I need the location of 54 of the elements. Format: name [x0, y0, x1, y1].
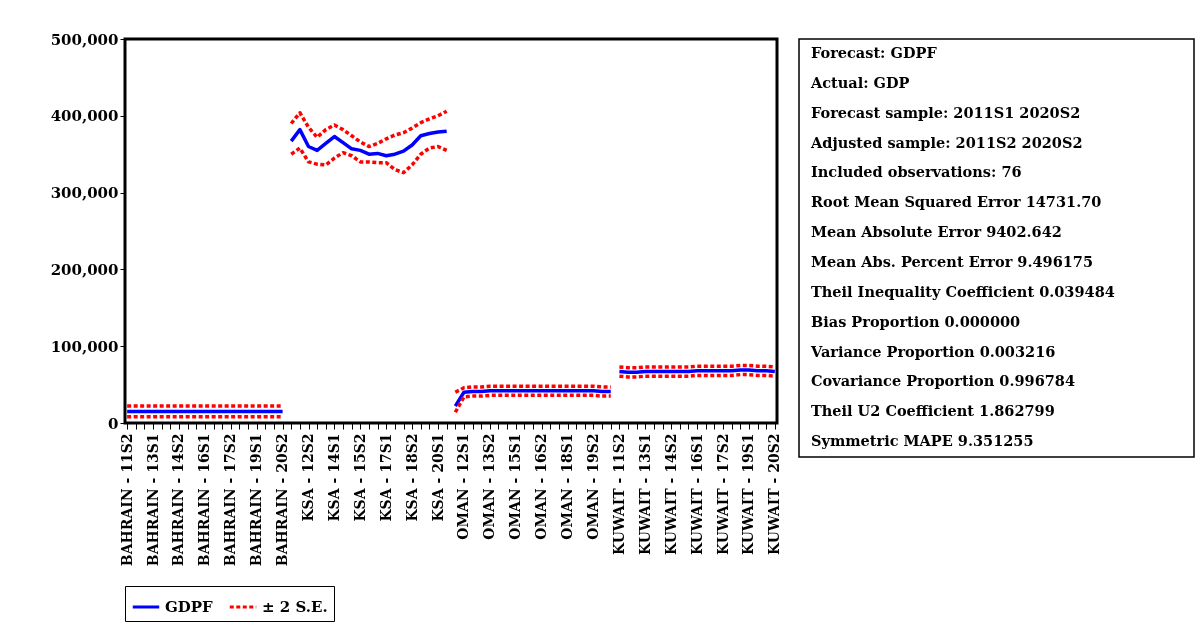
y-tick-label: 0 — [108, 414, 119, 433]
x-tick-label: KUWAIT - 17S2 — [714, 433, 731, 555]
text: Included observations: 76 — [811, 163, 1022, 181]
x-tick-label: KSA - 12S2 — [300, 433, 317, 522]
x-tick-label: BAHRAIN - 14S2 — [170, 433, 187, 567]
x-tick-label: KUWAIT - 11S2 — [610, 433, 627, 555]
line-series — [289, 144, 449, 175]
x-tick-label: KUWAIT - 13S1 — [636, 433, 653, 555]
legend-label: GDPF — [165, 598, 214, 616]
x-tick-label: KSA - 15S2 — [351, 433, 368, 522]
x-tick-label: OMAN - 19S2 — [584, 433, 601, 540]
text: Theil Inequality Coefficient 0.039484 — [811, 282, 1115, 300]
y-tick-label: 300,000 — [50, 184, 119, 203]
x-tick-label: BAHRAIN - 13S1 — [144, 433, 161, 567]
text: Theil U2 Coefficient 1.862799 — [811, 402, 1055, 420]
line-series — [289, 109, 449, 149]
x-tick-label: KUWAIT - 14S2 — [662, 433, 679, 555]
x-tick-label: KUWAIT - 16S1 — [688, 433, 705, 555]
text: Actual: GDP — [810, 73, 910, 91]
text: Bias Proportion 0.000000 — [811, 312, 1021, 330]
y-tick-label: 100,000 — [50, 337, 119, 356]
text: Variance Proportion 0.003216 — [810, 342, 1056, 360]
x-tick-label: KSA - 20S1 — [429, 433, 446, 522]
text: Forecast sample: 2011S1 2020S2 — [811, 103, 1081, 121]
x-tick-label: KUWAIT - 20S2 — [766, 433, 783, 555]
text: Mean Absolute Error 9402.642 — [811, 223, 1062, 241]
x-tick-label: BAHRAIN - 17S2 — [222, 433, 239, 567]
x-tick-label: KUWAIT - 19S1 — [740, 433, 757, 555]
text: Root Mean Squared Error 14731.70 — [811, 193, 1102, 211]
line-series — [453, 388, 613, 408]
y-tick-label: 200,000 — [50, 260, 119, 279]
line-series — [453, 384, 613, 395]
x-tick-label: OMAN - 12S1 — [455, 433, 472, 540]
text: Adjusted sample: 2011S2 2020S2 — [810, 133, 1083, 151]
x-tick-label: OMAN - 18S1 — [559, 433, 576, 540]
x-tick-label: OMAN - 15S1 — [507, 433, 524, 540]
x-tick-label: OMAN - 16S2 — [533, 433, 550, 540]
x-tick-label: KSA - 18S2 — [403, 433, 420, 522]
x-tick-label: BAHRAIN - 11S2 — [118, 433, 135, 567]
line-series — [289, 127, 449, 158]
text: Forecast: GDPF — [811, 43, 938, 61]
x-tick-label: KSA - 14S1 — [325, 433, 342, 522]
x-tick-label: OMAN - 13S2 — [481, 433, 498, 540]
text: Mean Abs. Percent Error 9.496175 — [811, 252, 1093, 270]
x-tick-label: BAHRAIN - 19S1 — [248, 433, 265, 567]
y-tick-label: 400,000 — [50, 107, 119, 126]
legend-label: ± 2 S.E. — [262, 598, 328, 616]
line-series — [453, 393, 613, 414]
x-tick-label: KSA - 17S1 — [377, 433, 394, 522]
text: Symmetric MAPE 9.351255 — [811, 432, 1034, 450]
text: Covariance Proportion 0.996784 — [811, 372, 1076, 390]
x-tick-label: BAHRAIN - 16S1 — [196, 433, 213, 567]
x-tick-label: BAHRAIN - 20S2 — [274, 433, 291, 567]
y-tick-label: 500,000 — [50, 30, 119, 49]
